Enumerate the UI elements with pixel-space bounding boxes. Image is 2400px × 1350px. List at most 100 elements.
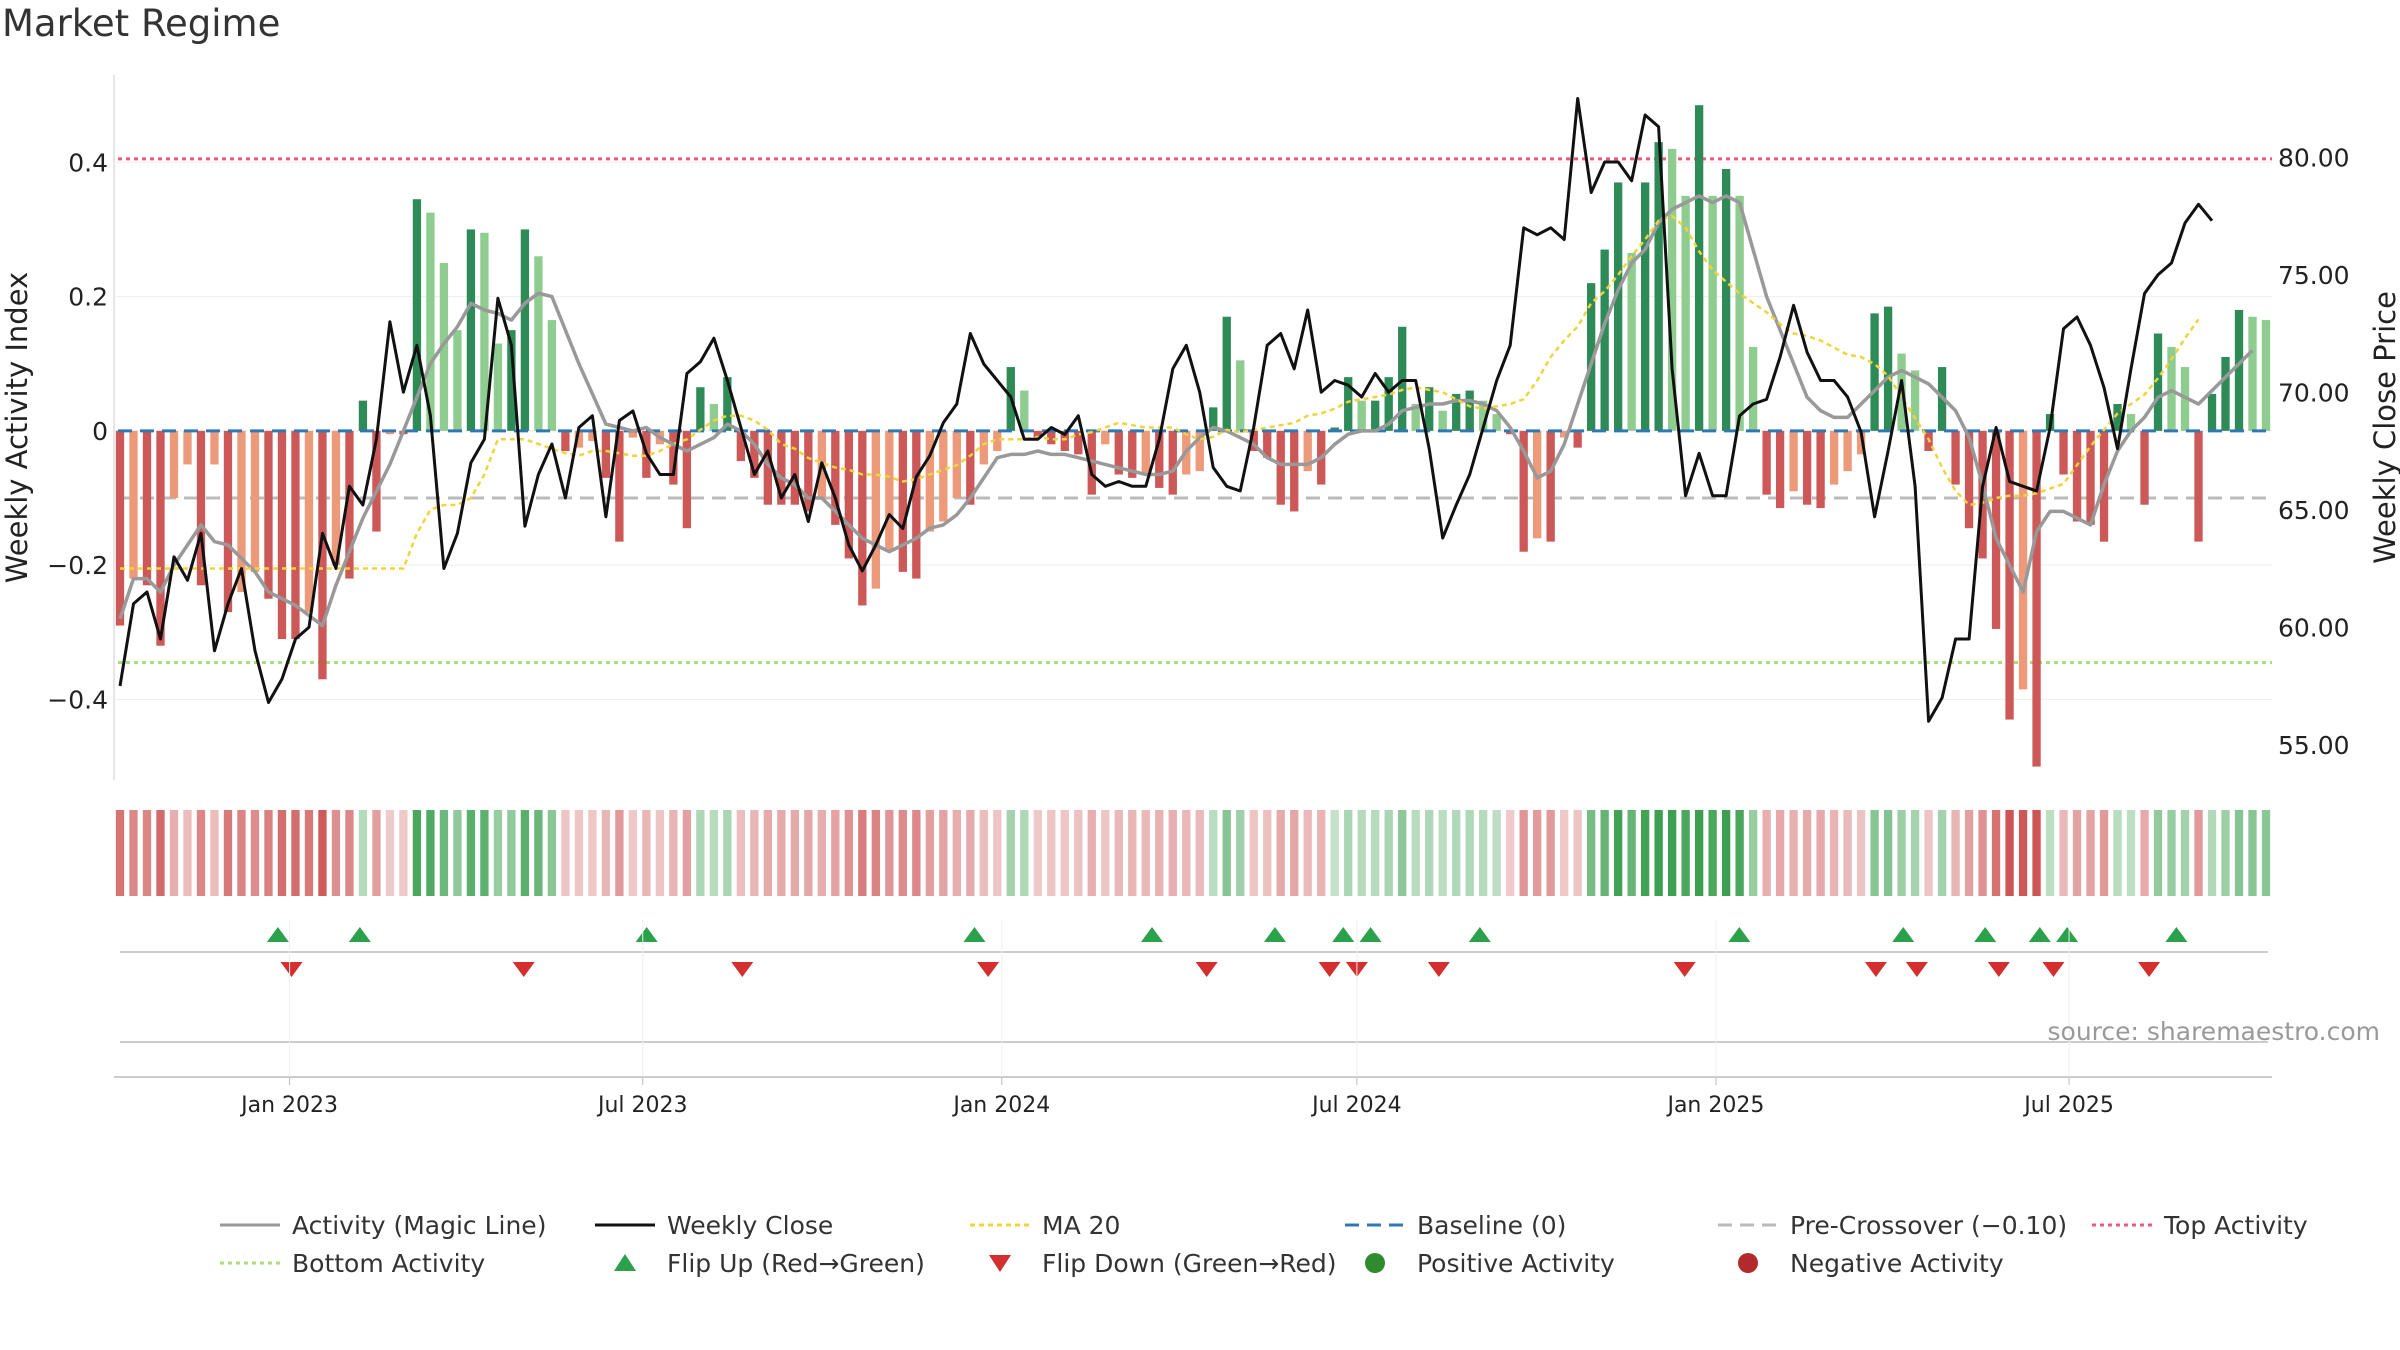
regime-strip-cell [1910, 810, 1920, 896]
activity-bar [1425, 387, 1434, 431]
y-tick-label: −0.4 [47, 685, 108, 714]
y-tick-label: 0.4 [68, 148, 108, 177]
activity-bar [1519, 430, 1528, 552]
regime-strip-cell [871, 810, 880, 896]
x-tick-label: Jan 2023 [239, 1093, 338, 1118]
regime-strip-cell [304, 810, 314, 896]
activity-bar [439, 263, 449, 431]
legend-label: Bottom Activity [292, 1249, 485, 1278]
activity-bar [1870, 313, 1879, 431]
activity-bar [790, 430, 800, 505]
regime-strip-cell [979, 810, 988, 896]
regime-strip-cell [331, 810, 341, 896]
activity-bar [2194, 430, 2203, 542]
regime-strip-cell [2018, 810, 2028, 896]
x-tick-label: Jan 2024 [951, 1093, 1050, 1118]
regime-strip-cell [601, 810, 611, 896]
regime-strip-cell [1897, 810, 1906, 896]
regime-strip-cell [2140, 810, 2149, 896]
regime-strip-cell [1303, 810, 1312, 896]
regime-strip-cell [1195, 810, 1204, 896]
regime-strip-cell [385, 810, 395, 896]
activity-bar [1843, 430, 1852, 472]
activity-bar [1384, 377, 1393, 431]
activity-bar [1735, 195, 1744, 431]
flip-up-marker [266, 927, 289, 942]
regime-strip-cell [156, 810, 165, 896]
activity-bar [1222, 316, 1231, 431]
regime-strip-cell [1087, 810, 1096, 896]
activity-bar [1560, 430, 1569, 438]
activity-bar [250, 430, 260, 572]
activity-bar [2113, 404, 2122, 431]
regime-strip-cell [1492, 810, 1501, 896]
flip-up-marker [1468, 927, 1491, 942]
activity-bar [2207, 393, 2217, 431]
regime-strip-cell [1006, 810, 1015, 896]
activity-bar [1303, 430, 1312, 472]
regime-strip-cell [358, 810, 368, 896]
flip-down-marker [2138, 962, 2161, 977]
regime-strip-cell [1546, 810, 1555, 896]
regime-strip-cell [1236, 810, 1245, 896]
regime-strip-cell [1047, 810, 1056, 896]
y2-tick-label: 80.00 [2278, 143, 2350, 172]
regime-strip-cell [1708, 810, 1717, 896]
activity-bar [1465, 390, 1474, 431]
regime-strip-cell [264, 810, 273, 896]
x-tick-label: Jan 2025 [1665, 1093, 1764, 1118]
activity-bar [1667, 148, 1677, 431]
y2-tick-label: 65.00 [2278, 496, 2350, 525]
regime-strip-cell [1141, 810, 1150, 896]
y2-axis-label: Weekly Close Price [2368, 291, 2400, 564]
activity-bar [277, 430, 287, 639]
y-axis-label: Weekly Activity Index [0, 272, 34, 583]
regime-strip-cell [399, 810, 408, 896]
activity-bar [979, 430, 988, 465]
activity-bar [2032, 430, 2041, 767]
regime-strip-cell [480, 810, 489, 896]
regime-strip-cell [1371, 810, 1380, 896]
regime-strip-cell [574, 810, 584, 896]
regime-strip-cell [939, 810, 948, 896]
regime-strip-cell [858, 810, 867, 896]
activity-bar [628, 430, 638, 438]
activity-bar [1033, 430, 1042, 438]
activity-bar [750, 430, 759, 478]
activity-bar [345, 430, 354, 579]
activity-bar [1546, 430, 1555, 542]
flip-down-marker [1987, 962, 2010, 977]
activity-bar [534, 256, 543, 431]
activity-bar [723, 377, 732, 431]
activity-bar [1438, 410, 1447, 431]
activity-bar [1533, 430, 1542, 539]
regime-strip-cell [1519, 810, 1528, 896]
activity-bar [1816, 430, 1825, 509]
activity-bar [1074, 430, 1083, 455]
regime-strip-cell [885, 810, 894, 896]
legend-label: Flip Up (Red→Green) [667, 1249, 925, 1278]
regime-strip-cell [1829, 810, 1839, 896]
regime-strip-cell [1964, 810, 1974, 896]
regime-strip-cell [1411, 810, 1420, 896]
regime-strip-cell [831, 810, 840, 896]
activity-bar [1613, 182, 1623, 431]
activity-bar [1789, 430, 1798, 492]
regime-strip-cell [723, 810, 732, 896]
activity-bar [1411, 404, 1420, 431]
activity-bar [453, 330, 462, 431]
regime-strip-cell [1560, 810, 1569, 896]
regime-strip-cell [655, 810, 665, 896]
activity-bar [2234, 310, 2244, 431]
activity-bar [1762, 430, 1771, 495]
activity-bar [1371, 400, 1380, 431]
regime-strip-cell [1654, 810, 1663, 896]
activity-bar [871, 430, 880, 589]
regime-strip-cell [1816, 810, 1825, 896]
activity-bar [2086, 430, 2095, 525]
regime-strip-cell [1330, 810, 1339, 896]
legend-label: Activity (Magic Line) [292, 1211, 546, 1240]
activity-bar [1168, 430, 1177, 495]
activity-bar [763, 430, 773, 505]
regime-strip-cell [1721, 810, 1731, 896]
